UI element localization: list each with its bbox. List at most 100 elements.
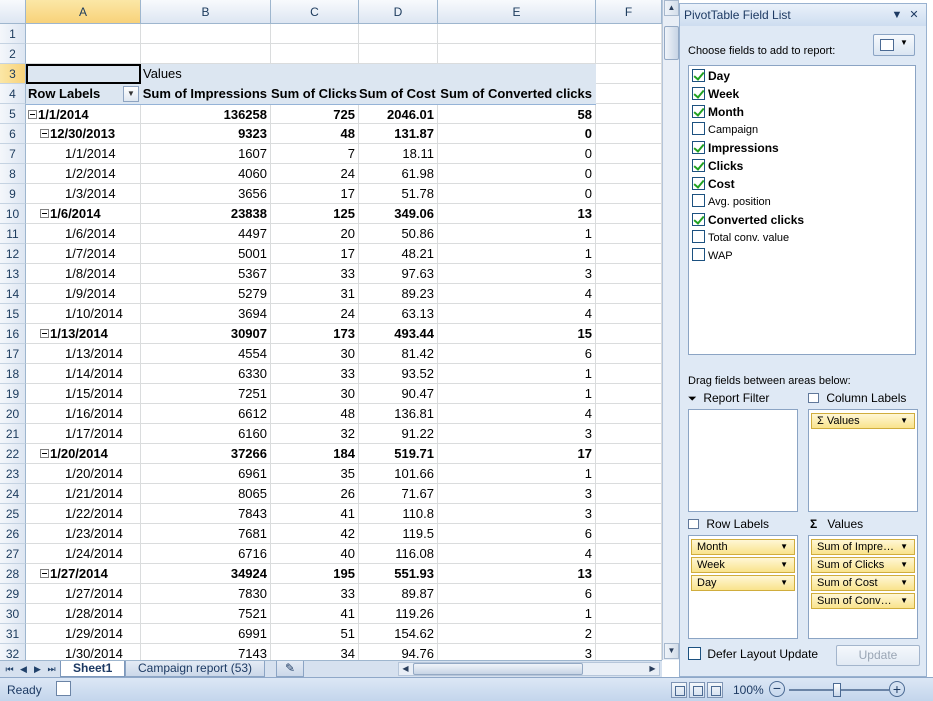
- grid-cell[interactable]: [26, 24, 141, 44]
- row-chip-0[interactable]: Month: [691, 539, 795, 555]
- grid-cell[interactable]: [271, 44, 359, 64]
- grid-cell[interactable]: [596, 264, 662, 284]
- grid-cell[interactable]: [26, 604, 141, 624]
- grid-cell[interactable]: [438, 164, 596, 184]
- grid-cell[interactable]: [438, 304, 596, 324]
- zoom-level[interactable]: 100%: [733, 683, 764, 697]
- field-layout-button[interactable]: ▼: [873, 34, 915, 56]
- grid-cell[interactable]: [438, 204, 596, 224]
- row-chip-1[interactable]: Week: [691, 557, 795, 573]
- grid-cell[interactable]: [596, 224, 662, 244]
- pivot-cell-clicks[interactable]: 32: [340, 426, 355, 441]
- row-header-7[interactable]: 7: [0, 144, 26, 164]
- insert-sheet-icon[interactable]: ✎: [276, 661, 305, 677]
- row-header-28[interactable]: 28: [0, 564, 26, 584]
- row-header-24[interactable]: 24: [0, 484, 26, 504]
- grid-cell[interactable]: [26, 144, 141, 164]
- grid-cell[interactable]: [26, 524, 141, 544]
- pivot-cell-conv[interactable]: 6: [584, 586, 592, 601]
- grid-cell[interactable]: [26, 464, 141, 484]
- row-header-31[interactable]: 31: [0, 624, 26, 644]
- grid-cell[interactable]: [596, 464, 662, 484]
- collapse-toggle-icon[interactable]: [40, 569, 49, 578]
- grid-cell[interactable]: [359, 204, 438, 224]
- pivot-cell-conv[interactable]: 1: [584, 366, 592, 381]
- row-header-10[interactable]: 10: [0, 204, 26, 224]
- grid-cell[interactable]: [438, 144, 596, 164]
- grid-cell[interactable]: [596, 644, 662, 660]
- grid-cell[interactable]: [359, 224, 438, 244]
- grid-cell[interactable]: [26, 204, 141, 224]
- grid-cell[interactable]: [141, 504, 271, 524]
- pivot-cell-impr[interactable]: 1607: [238, 146, 267, 161]
- grid-cell[interactable]: [271, 464, 359, 484]
- vertical-scroll-thumb[interactable]: [664, 26, 679, 60]
- pivot-row-label[interactable]: 1/24/2014: [26, 544, 141, 564]
- row-header-29[interactable]: 29: [0, 584, 26, 604]
- grid-cell[interactable]: [438, 124, 596, 144]
- grid-cell[interactable]: [141, 404, 271, 424]
- pivot-cell-conv[interactable]: 3: [584, 266, 592, 281]
- column-chip-0[interactable]: Σ Values: [811, 413, 915, 429]
- pivot-cell-clicks[interactable]: 24: [340, 306, 355, 321]
- pivot-cell-clicks[interactable]: 7: [347, 146, 355, 161]
- grid-cell[interactable]: [596, 504, 662, 524]
- pivot-cell-impr[interactable]: 5279: [238, 286, 267, 301]
- pivot-cell-conv[interactable]: 1: [584, 226, 592, 241]
- grid-cell[interactable]: [438, 524, 596, 544]
- collapse-toggle-icon[interactable]: [28, 110, 37, 119]
- grid-cell[interactable]: [141, 184, 271, 204]
- grid-cell[interactable]: [271, 224, 359, 244]
- pivot-row-label[interactable]: 1/17/2014: [26, 424, 141, 444]
- grid-cell[interactable]: [596, 84, 662, 104]
- grid-cell[interactable]: [26, 504, 141, 524]
- field-item-impressions[interactable]: Impressions: [692, 139, 779, 157]
- value-chip-1[interactable]: Sum of Clicks: [811, 557, 915, 573]
- pivot-cell-impr[interactable]: 3694: [238, 306, 267, 321]
- grid-cell[interactable]: [438, 424, 596, 444]
- pivot-cell-conv[interactable]: 1: [584, 466, 592, 481]
- pivot-cell-clicks[interactable]: 40: [340, 546, 355, 561]
- grid-cell[interactable]: [271, 244, 359, 264]
- column-labels-area[interactable]: Σ Values: [808, 409, 918, 512]
- pivot-cell-conv[interactable]: 3: [584, 646, 592, 660]
- grid-cell[interactable]: [271, 604, 359, 624]
- collapse-toggle-icon[interactable]: [40, 209, 49, 218]
- grid-cell[interactable]: [141, 444, 271, 464]
- grid-cell[interactable]: [26, 244, 141, 264]
- field-checkbox[interactable]: [692, 141, 705, 154]
- grid-cell[interactable]: [596, 124, 662, 144]
- pivot-cell-impr[interactable]: 3656: [238, 186, 267, 201]
- grid-cell[interactable]: [438, 44, 596, 64]
- pivot-row-label[interactable]: 1/13/2014: [26, 324, 141, 344]
- grid-cell[interactable]: [141, 104, 271, 124]
- pivot-row-label[interactable]: 1/29/2014: [26, 624, 141, 644]
- grid-cell[interactable]: [26, 484, 141, 504]
- grid-cell[interactable]: [26, 544, 141, 564]
- row-header-4[interactable]: 4: [0, 84, 26, 104]
- grid-cell[interactable]: [26, 164, 141, 184]
- pivot-cell-cost[interactable]: 50.86: [401, 226, 434, 241]
- row-header-22[interactable]: 22: [0, 444, 26, 464]
- field-item-day[interactable]: Day: [692, 67, 730, 85]
- row-header-9[interactable]: 9: [0, 184, 26, 204]
- grid-cell[interactable]: [359, 164, 438, 184]
- grid-cell[interactable]: [271, 284, 359, 304]
- pivot-cell-cost[interactable]: 48.21: [401, 246, 434, 261]
- pivot-cell-cost[interactable]: 91.22: [401, 426, 434, 441]
- pivot-cell-conv[interactable]: 13: [577, 206, 592, 221]
- grid-cell[interactable]: [271, 624, 359, 644]
- scroll-down-button[interactable]: ▼: [664, 643, 679, 659]
- scroll-left-button[interactable]: ◀: [402, 664, 409, 673]
- pivot-cell-clicks[interactable]: 33: [340, 586, 355, 601]
- pivot-cell-impr[interactable]: 7143: [238, 646, 267, 660]
- pivot-cell-cost[interactable]: 93.52: [401, 366, 434, 381]
- value-chip-0[interactable]: Sum of Impre…: [811, 539, 915, 555]
- field-checkbox[interactable]: [692, 159, 705, 172]
- grid-cell[interactable]: [359, 264, 438, 284]
- grid-cell[interactable]: [271, 424, 359, 444]
- field-checkbox[interactable]: [692, 230, 705, 243]
- pivot-cell-cost[interactable]: 90.47: [401, 386, 434, 401]
- grid-cell[interactable]: [438, 644, 596, 660]
- grid-cell[interactable]: [596, 544, 662, 564]
